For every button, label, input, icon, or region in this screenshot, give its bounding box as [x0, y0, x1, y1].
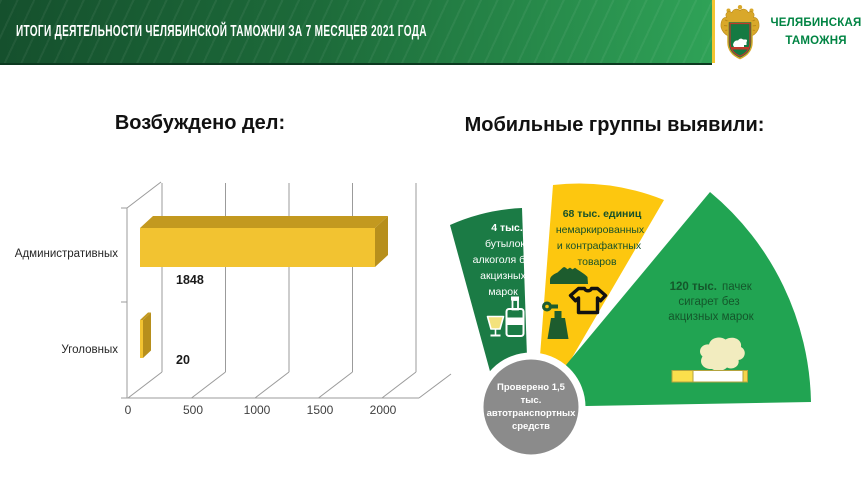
bar-value-criminal: 20 [176, 353, 190, 367]
cigarettes-line-3: акцизных марок [668, 311, 754, 323]
wedge-cigarettes: 120 тыс. пачек сигарет без акцизных маро… [531, 192, 811, 407]
header-title-wrap: ИТОГИ ДЕЯТЕЛЬНОСТИ ЧЕЛЯБИНСКОЙ ТАМОЖНИ З… [16, 0, 668, 63]
tshirt-icon [568, 286, 608, 315]
glass-icon [486, 315, 505, 337]
bar-criminal [140, 312, 151, 358]
customs-emblem-icon [720, 5, 760, 60]
cigarette-icon [671, 337, 748, 383]
alcohol-line-4: акцизных [480, 270, 526, 282]
tick-1000: 1000 [244, 403, 271, 417]
center-circle: Проверено 1,5 тыс. автотранспортных сред… [476, 352, 586, 462]
bar-chart: 1848 20 Административных Уголовных 0 500… [15, 181, 452, 417]
bar-chart-tick-labels: 0 500 1000 1500 2000 [125, 403, 397, 417]
cigarettes-line-2: сигарет без [678, 296, 739, 308]
bar-category-criminal: Уголовных [61, 344, 118, 356]
header-accent-strip [712, 0, 715, 63]
goods-line-3: и контрафактных [557, 240, 642, 252]
logo-line-1: ЧЕЛЯБИНСКАЯ [770, 16, 862, 29]
center-line-1: Проверено 1,5 [497, 382, 566, 393]
sneaker-icon [550, 267, 588, 284]
center-line-3: автотранспортных [487, 408, 577, 419]
bar-chart-title: Возбуждено дел: [114, 112, 286, 134]
goods-line-4: товаров [577, 256, 617, 268]
goods-line-1: 68 тыс. единиц [563, 208, 642, 220]
page-title: ИТОГИ ДЕЯТЕЛЬНОСТИ ЧЕЛЯБИНСКОЙ ТАМОЖНИ З… [16, 22, 427, 40]
logo-line-2: ТАМОЖНЯ [785, 34, 847, 47]
bar-chart-axes [121, 181, 419, 399]
bar-value-administrative: 1848 [176, 273, 204, 287]
logo-text: ЧЕЛЯБИНСКАЯ ТАМОЖНЯ [766, 15, 866, 51]
bar-chart-gridlines [127, 183, 452, 399]
wedge-alcohol: 4 тыс. бутылок алкоголя без акцизных мар… [450, 208, 536, 375]
center-line-2: тыс. [521, 395, 542, 406]
alcohol-line-2: бутылок [485, 238, 525, 250]
wedge-goods: 68 тыс. единиц немаркированных и контраф… [540, 183, 664, 368]
cigarettes-line-1a: 120 тыс. [670, 281, 717, 293]
bar-category-administrative: Административных [15, 248, 118, 260]
cigarettes-line-1b: пачек [722, 281, 753, 293]
bar-administrative [140, 216, 388, 267]
tick-0: 0 [125, 403, 132, 417]
alcohol-line-3: алкоголя без [473, 254, 536, 266]
tick-2000: 2000 [370, 403, 397, 417]
fan-chart-title: Мобильные группы выявили: [464, 114, 765, 136]
tick-1500: 1500 [307, 403, 334, 417]
alcohol-line-5: марок [488, 286, 518, 298]
main-graphics: 1848 20 Административных Уголовных 0 500… [15, 181, 811, 462]
header-bar: ИТОГИ ДЕЯТЕЛЬНОСТИ ЧЕЛЯБИНСКОЙ ТАМОЖНИ З… [0, 0, 712, 65]
center-line-4: средств [512, 421, 550, 432]
bottle-icon [505, 296, 525, 337]
fan-chart: 4 тыс. бутылок алкоголя без акцизных мар… [450, 183, 811, 462]
logo-panel: ЧЕЛЯБИНСКАЯ ТАМОЖНЯ [715, 0, 866, 65]
perfume-icon [542, 301, 569, 339]
tick-500: 500 [183, 403, 203, 417]
goods-line-2: немаркированных [556, 224, 645, 236]
smoke-puff [700, 337, 745, 371]
alcohol-line-1: 4 тыс. [491, 222, 523, 234]
